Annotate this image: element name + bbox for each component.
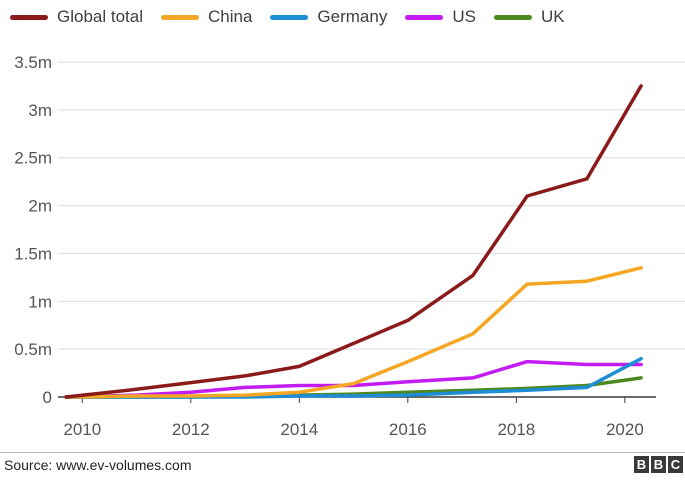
legend-item-china: China: [161, 7, 252, 27]
bbc-logo: B B C: [632, 456, 683, 473]
x-tick-label-3: 2016: [389, 420, 427, 439]
y-tick-label-2: 2.5m: [14, 149, 52, 168]
y-tick-label-6: 0.5m: [14, 340, 52, 359]
legend-label-us: US: [452, 7, 476, 26]
y-tick-label-0: 3.5m: [14, 53, 52, 72]
x-tick-label-5: 2020: [606, 420, 644, 439]
y-tick-label-4: 1.5m: [14, 244, 52, 263]
bbc-logo-letter-3: C: [668, 456, 683, 473]
footer-divider: [0, 452, 685, 453]
chart-legend: Global total China Germany US UK: [10, 4, 583, 30]
bbc-logo-letter-2: B: [651, 456, 666, 473]
y-tick-label-5: 1m: [28, 292, 52, 311]
legend-label-uk: UK: [540, 7, 565, 26]
x-tick-label-4: 2018: [497, 420, 535, 439]
bbc-logo-letter-1: B: [634, 456, 649, 473]
y-tick-label-3: 2m: [28, 197, 52, 216]
legend-item-uk: UK: [493, 7, 565, 27]
x-tick-label-0: 2010: [63, 420, 101, 439]
series-line-china: [64, 266, 643, 399]
legend-label-germany: Germany: [317, 7, 388, 26]
legend-swatch-us: [405, 14, 444, 20]
series-line-global-total: [64, 84, 643, 399]
y-tick-label-1: 3m: [28, 101, 52, 120]
legend-swatch-global-total: [10, 14, 48, 20]
legend-label-global-total: Global total: [57, 7, 143, 26]
legend-swatch-china: [161, 14, 199, 20]
legend-label-china: China: [208, 7, 253, 26]
legend-swatch-germany: [270, 14, 309, 20]
line-chart: 3.5m 3m 2.5m 2m 1.5m 1m 0.5m 0 2010 2012 2014 2016 2…: [14, 53, 685, 439]
legend-item-global-total: Global total: [10, 7, 143, 27]
legend-item-germany: Germany: [270, 7, 387, 27]
x-tick-label-2: 2014: [280, 420, 318, 439]
legend-swatch-uk: [493, 14, 532, 20]
x-tick-label-1: 2012: [172, 420, 210, 439]
source-note: Source: www.ev-volumes.com: [4, 457, 192, 473]
series-line-us: [64, 359, 643, 399]
y-tick-label-7: 0: [43, 388, 52, 407]
legend-item-us: US: [405, 7, 476, 27]
